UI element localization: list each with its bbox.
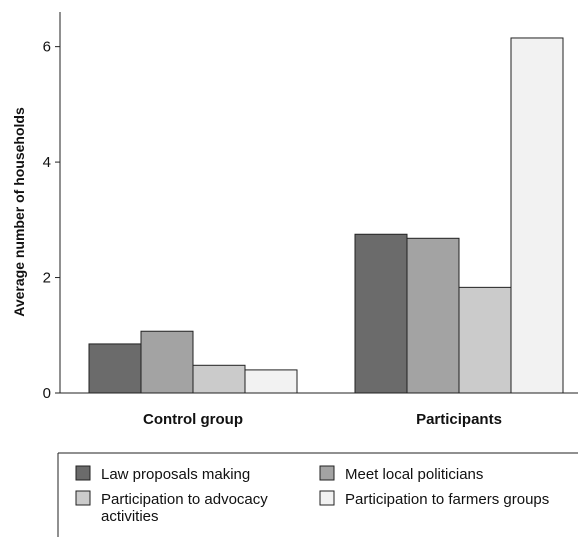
x-categories: Control group Participants (143, 411, 502, 428)
x-category-label: Participants (416, 411, 502, 428)
legend-entry: Meet local politicians (345, 466, 483, 483)
legend-entry: Law proposals making (101, 466, 250, 483)
bar-control-2 (192, 364, 246, 394)
y-axis-label: Average number of households (11, 107, 27, 317)
y-tick-label: 0 (43, 385, 51, 402)
bar-control-1 (140, 330, 194, 394)
legend-swatch (75, 490, 91, 506)
x-category-label: Control group (143, 411, 243, 428)
bars (88, 37, 564, 394)
legend-swatch (75, 465, 91, 481)
legend-entry: Participation to advocacy activities (101, 491, 268, 525)
y-ticks: 0 2 4 6 (43, 39, 60, 402)
bar-participants-0 (354, 233, 408, 394)
bar-participants-2 (458, 286, 512, 394)
legend-entry: Participation to farmers groups (345, 491, 549, 508)
bar-participants-3 (510, 37, 564, 394)
bar-control-0 (88, 343, 142, 394)
bar-control-3 (244, 369, 298, 394)
y-tick-label: 2 (43, 270, 51, 287)
y-tick-label: 4 (43, 154, 51, 171)
legend-swatch (319, 490, 335, 506)
bar-participants-1 (406, 237, 460, 394)
y-tick-label: 6 (43, 39, 51, 56)
legend: Law proposals making Meet local politicia… (57, 452, 578, 537)
legend-swatch (319, 465, 335, 481)
